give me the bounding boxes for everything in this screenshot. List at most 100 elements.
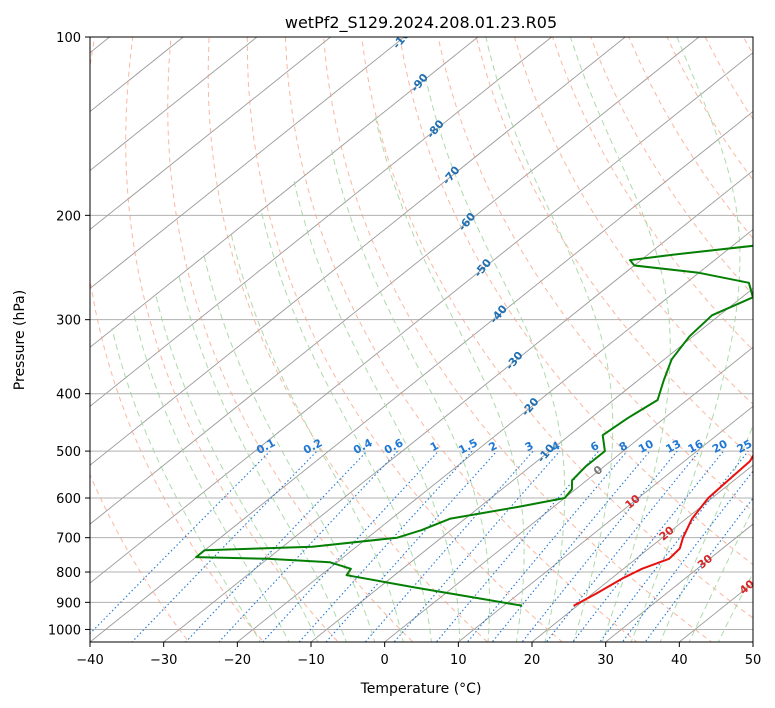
mixing-ratio-label: 6 (588, 439, 601, 454)
mixing-ratio-label: 8 (617, 439, 630, 454)
isotherm-line (90, 52, 753, 584)
mixing-ratio-line (621, 470, 753, 642)
isotherm-label: -80 (424, 117, 447, 141)
isotherm-line (457, 405, 753, 642)
isotherm-label: -70 (440, 163, 463, 187)
isotherm-label: -30 (503, 349, 526, 373)
dry-adiabat-label: 30 (695, 552, 715, 572)
plot-frame (89, 36, 754, 643)
mixing-ratio-label: 2 (487, 439, 500, 454)
mixing-ratio-line (298, 450, 473, 642)
y-axis: 100 200 300 400 500 600 700 800 900 1000 (48, 31, 90, 638)
mixing-ratio-line (262, 450, 439, 642)
moist-adiabat-line (230, 233, 404, 642)
y-tick-label: 400 (56, 388, 81, 403)
moist-adiabat-line (111, 327, 261, 642)
mixing-ratio-line (218, 450, 399, 642)
dry-adiabat-line (590, 37, 753, 296)
dry-adiabat-line (207, 37, 489, 642)
dry-adiabat-label: 40 (737, 577, 757, 597)
mixing-ratio-label: 30 (755, 437, 775, 456)
dry-adiabat-line (399, 37, 753, 566)
dry-adiabat-label: 20 (657, 523, 677, 543)
moist-adiabat-line (202, 251, 376, 642)
y-axis-title: Pressure (hPa) (12, 290, 28, 390)
x-tick-label: −20 (224, 653, 251, 668)
mixing-ratio-label: 0.4 (351, 436, 375, 457)
isotherm-line (383, 346, 753, 642)
moist-adiabat-line (331, 149, 490, 642)
plot-line-labels: 0.10.20.40.611.52346810131620253036-100-… (254, 37, 775, 597)
x-tick-label: 10 (450, 653, 467, 668)
y-tick-label: 700 (56, 532, 81, 547)
isotherm-line (90, 37, 700, 525)
dry-adiabat-line (361, 37, 753, 619)
isotherm-label: -90 (408, 71, 431, 95)
mixing-ratio-line (364, 450, 534, 642)
mixing-ratio-line (491, 450, 651, 642)
dry-adiabat-line (437, 37, 753, 513)
y-tick-label: 300 (56, 314, 81, 329)
mixing-ratio-line (325, 450, 498, 642)
mixing-ratio-line (185, 450, 368, 642)
x-tick-label: 40 (671, 653, 688, 668)
mixing-ratio-line (90, 450, 271, 635)
y-tick-label: 500 (56, 445, 81, 460)
y-tick-label: 1000 (48, 623, 81, 638)
moist-adiabat-line (154, 292, 319, 642)
moist-adiabat-line (424, 72, 566, 642)
dry-adiabat-line (323, 37, 713, 642)
dry-adiabat-line (513, 37, 753, 405)
dewpoint-profile (195, 244, 753, 607)
isotherm-line (90, 111, 753, 642)
x-tick-label: −30 (150, 653, 177, 668)
dry-adiabat-line (90, 473, 190, 642)
mixing-ratio-label: 16 (686, 437, 706, 456)
x-axis: −40 −30 −20 −10 0 10 20 30 40 50 (76, 642, 761, 668)
isotherm-line (90, 37, 479, 348)
mixing-ratio-line (435, 450, 600, 642)
isotherm-line (90, 37, 553, 407)
mixing-ratio-label: 20 (710, 437, 730, 456)
isotherm-line (90, 37, 258, 172)
mixing-ratio-line (545, 450, 700, 642)
y-tick-label: 200 (56, 209, 81, 224)
dry-adiabat-line (125, 37, 339, 642)
isotherm-line (162, 169, 753, 642)
isotherm-line (236, 228, 753, 642)
moist-adiabat-line (293, 180, 461, 642)
isotherm-label: -20 (519, 395, 542, 419)
dry-adiabat-line (246, 37, 564, 642)
mixing-ratio-line (521, 450, 678, 642)
dry-adiabat-line (704, 37, 753, 120)
x-tick-label: −10 (297, 653, 324, 668)
mixing-ratio-line (599, 450, 749, 642)
mixing-ratio-line (393, 450, 561, 642)
mixing-ratio-label: 0.2 (301, 436, 324, 457)
dry-adiabat-line (284, 37, 638, 642)
mixing-ratio-line (131, 450, 318, 642)
isotherm-line (678, 582, 753, 642)
mixing-ratio-label: 13 (664, 437, 684, 456)
x-tick-label: 50 (745, 653, 762, 668)
y-tick-label: 600 (56, 492, 81, 507)
dry-adiabat-line (90, 37, 265, 642)
moist-adiabat-line (717, 572, 753, 642)
y-tick-label: 800 (56, 566, 81, 581)
dry-adiabat-label: 10 (623, 492, 643, 512)
moist-adiabat-line (374, 114, 525, 642)
chart-title: wetPf2_S129.2024.208.01.23.R05 (285, 13, 557, 33)
y-tick-label: 100 (56, 31, 81, 46)
moist-adiabat-line (485, 37, 614, 642)
moist-adiabat-line (570, 37, 671, 642)
moist-adiabat-line (260, 208, 432, 642)
isotherm-label: -40 (487, 302, 510, 326)
isotherm-line (0, 10, 70, 654)
x-axis-title: Temperature (°C) (360, 681, 482, 697)
moist-adiabat-line (132, 310, 290, 642)
mixing-ratio-label: 1.5 (456, 436, 479, 457)
isotherm-line (604, 523, 753, 642)
isotherm-line (90, 37, 626, 466)
mixing-ratio-label: 3 (523, 439, 536, 454)
